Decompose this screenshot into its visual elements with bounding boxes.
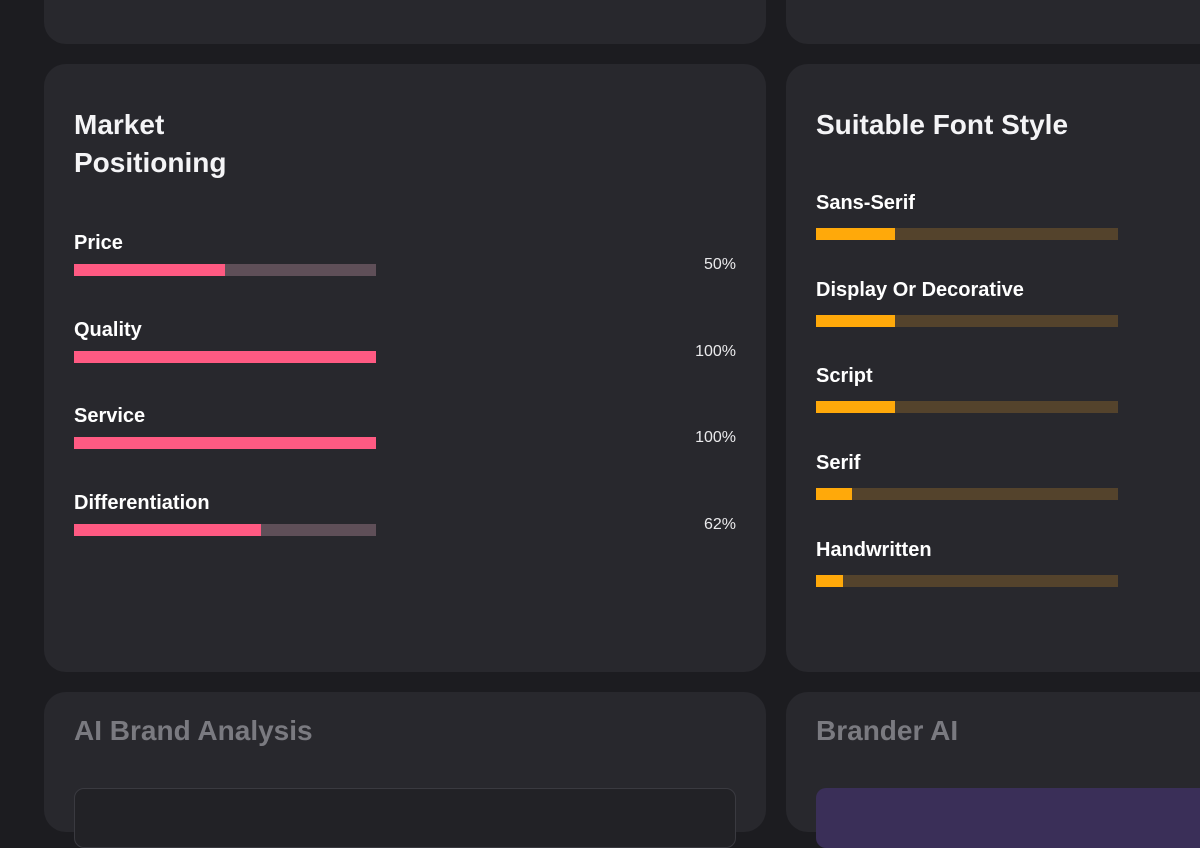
font-style-display: Display Or Decorative (816, 279, 1196, 339)
progress-fill (816, 488, 853, 500)
ai-brand-analysis-title: AI Brand Analysis (74, 715, 313, 746)
metric-label: Service (74, 405, 146, 427)
market-positioning-card: Market Positioning Price 50% Quality 100%… (44, 64, 766, 672)
font-style-card: Suitable Font Style Sans-Serif Display O… (786, 64, 1200, 672)
top-right-card (786, 0, 1200, 44)
font-style-title: Suitable Font Style (816, 109, 1069, 140)
progress-fill (74, 351, 376, 363)
metric-label: Price (74, 232, 123, 254)
market-positioning-title: Market Positioning (74, 109, 227, 178)
font-style-label: Display Or Decorative (816, 279, 1024, 301)
brander-ai-panel[interactable] (816, 788, 1200, 848)
progress-fill (816, 401, 895, 413)
progress-fill (816, 575, 844, 587)
brander-ai-card: Brander AI (786, 692, 1200, 848)
metric-service: Service 100% (74, 405, 736, 465)
metric-quality: Quality 100% (74, 319, 736, 379)
progress-track (816, 575, 1118, 587)
font-style-label: Script (816, 365, 873, 387)
ai-brand-analysis-card: AI Brand Analysis (44, 692, 766, 848)
progress-fill (74, 264, 225, 276)
metric-price: Price 50% (74, 232, 736, 292)
metric-label: Differentiation (74, 492, 210, 514)
progress-fill (74, 437, 376, 449)
top-left-card (44, 0, 766, 44)
progress-track (74, 437, 376, 449)
progress-track (816, 228, 1118, 240)
font-style-script: Script (816, 365, 1196, 425)
progress-track (816, 315, 1118, 327)
font-style-serif: Serif (816, 452, 1196, 512)
metric-label: Quality (74, 319, 142, 341)
metric-value: 50% (703, 256, 736, 273)
font-style-label: Sans-Serif (816, 192, 915, 214)
progress-track (74, 351, 376, 363)
progress-track (816, 401, 1118, 413)
metric-value: 62% (703, 516, 736, 533)
progress-track (74, 524, 376, 536)
brander-ai-title: Brander AI (816, 715, 959, 746)
metric-value: 100% (695, 343, 736, 360)
progress-fill (816, 228, 895, 240)
ai-brand-analysis-input[interactable] (74, 788, 736, 848)
font-style-label: Handwritten (816, 539, 932, 561)
font-style-label: Serif (816, 452, 861, 474)
progress-track (816, 488, 1118, 500)
progress-fill (816, 315, 895, 327)
font-style-handwritten: Handwritten (816, 539, 1196, 599)
font-style-sans-serif: Sans-Serif (816, 192, 1196, 252)
progress-track (74, 264, 376, 276)
progress-fill (74, 524, 262, 536)
metric-differentiation: Differentiation 62% (74, 492, 736, 552)
metric-value: 100% (695, 429, 736, 446)
